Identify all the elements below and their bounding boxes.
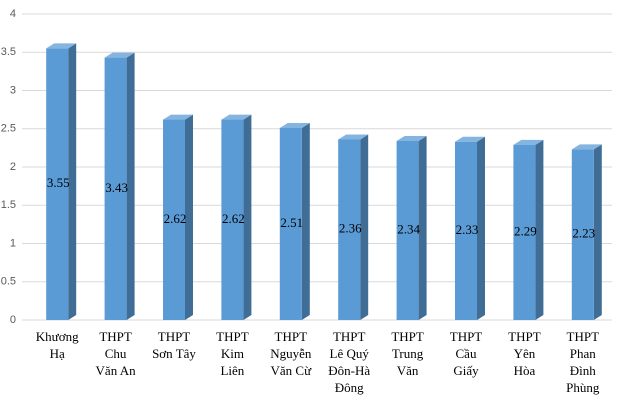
bar-top (455, 136, 485, 142)
bar-top (46, 43, 77, 49)
x-tick-label: Sơn Tây (152, 346, 196, 361)
y-tick-label: 1.5 (1, 199, 16, 211)
y-tick-label: 2 (10, 161, 16, 173)
x-tick-label: Hạ (50, 346, 65, 361)
x-tick-label: Văn An (96, 363, 137, 378)
data-label: 2.34 (397, 221, 420, 236)
y-tick-label: 4 (10, 8, 16, 20)
bar-side (477, 136, 485, 320)
bar (46, 48, 69, 321)
x-tick-label: Văn Cừ (270, 363, 312, 378)
y-tick-label: 2.5 (1, 123, 16, 135)
data-label: 2.62 (222, 211, 245, 226)
bar-top (571, 144, 602, 150)
y-tick-label: 0.5 (1, 276, 16, 288)
y-tick-label: 0 (10, 314, 16, 326)
y-tick-label: 3.5 (1, 46, 16, 58)
x-tick-label: THPT (158, 329, 191, 344)
bar-top (396, 135, 427, 141)
bar (571, 149, 594, 320)
bar (396, 140, 419, 320)
x-tick-label: Văn (397, 363, 419, 378)
x-tick-label: Yên (514, 346, 536, 361)
bar-side (593, 144, 602, 320)
x-tick-label: Chu (105, 346, 127, 361)
x-tick-label: Liên (220, 363, 244, 378)
data-label: 2.33 (456, 222, 479, 237)
bar (279, 127, 302, 320)
bar (513, 144, 536, 320)
x-tick-label: Khương (36, 329, 79, 344)
bar-top (163, 114, 193, 120)
data-label: 2.62 (164, 211, 187, 226)
x-tick-label: Cầu (456, 346, 477, 361)
x-tick-label: Phan (570, 346, 597, 361)
bar-side (126, 52, 135, 320)
bar (104, 57, 127, 320)
x-tick-label: THPT (450, 329, 483, 344)
bar-side (301, 122, 310, 320)
x-tick-label: Kim (221, 346, 244, 361)
x-tick-label: Giấy (453, 363, 479, 378)
x-tick-label: THPT (275, 329, 308, 344)
x-tick-label: Phùng (566, 380, 600, 395)
data-label: 3.43 (105, 180, 128, 195)
x-tick-label: THPT (216, 329, 249, 344)
x-tick-label: Đình (570, 363, 597, 378)
bar-top (104, 52, 135, 58)
bar-side (535, 139, 544, 320)
bar-top (338, 134, 369, 140)
data-label: 2.23 (572, 226, 595, 241)
data-label: 2.29 (514, 223, 537, 238)
bar (338, 139, 361, 320)
bar-side (243, 114, 252, 320)
bar-top (513, 139, 544, 145)
x-tick-label: THPT (567, 329, 600, 344)
x-tick-label: Đôn-Hà (328, 363, 370, 378)
bar-side (360, 134, 369, 320)
data-label: 2.36 (339, 221, 362, 236)
x-tick-label: THPT (508, 329, 541, 344)
bar (455, 141, 477, 320)
y-tick-label: 3 (10, 84, 16, 96)
x-tick-label: Lê Quý (330, 346, 370, 361)
bar (221, 119, 244, 320)
x-tick-label: Đông (335, 380, 364, 395)
bar-top (221, 114, 252, 120)
x-tick-label: Trung (392, 346, 424, 361)
x-tick-label: THPT (333, 329, 366, 344)
bar-side (68, 43, 77, 321)
x-tick-label: Nguyễn (270, 346, 312, 361)
bar-side (418, 135, 427, 320)
bar-top (279, 122, 310, 128)
x-tick-label: THPT (391, 329, 424, 344)
y-tick-label: 1 (10, 237, 16, 249)
data-label: 2.51 (280, 215, 303, 230)
data-label: 3.55 (47, 175, 70, 190)
bar (163, 119, 185, 320)
bar-side (185, 114, 193, 320)
x-tick-label: THPT (99, 329, 132, 344)
x-tick-label: Hòa (514, 363, 536, 378)
